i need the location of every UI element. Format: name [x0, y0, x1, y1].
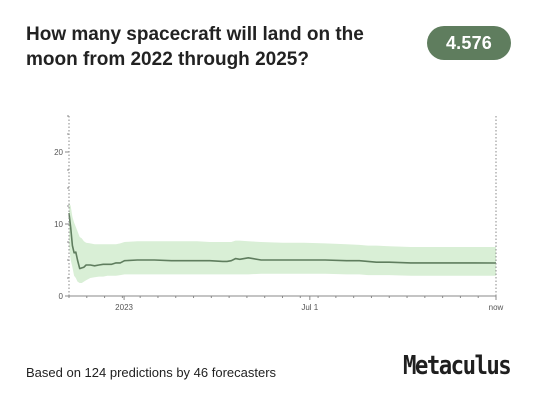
forecast-value-badge: 4.576	[427, 26, 511, 60]
median-line	[68, 213, 497, 270]
y-tick-label: 0	[59, 292, 64, 301]
median-line-layer	[68, 213, 497, 270]
x-tick-label: now	[489, 303, 504, 312]
tick-labels: 0 10 20 2023 Jul 1 now	[54, 148, 503, 312]
axes	[65, 115, 497, 300]
metaculus-logo[interactable]: Metaculus	[403, 351, 512, 381]
predictions-summary: Based on 124 predictions by 46 forecaste…	[26, 365, 277, 380]
confidence-band-layer	[69, 202, 496, 283]
confidence-band	[69, 202, 496, 283]
x-tick-label: Jul 1	[301, 303, 318, 312]
y-tick-label: 10	[54, 220, 63, 229]
question-title[interactable]: How many spacecraft will land on the moo…	[26, 24, 364, 70]
y-tick-label: 20	[54, 148, 63, 157]
forecast-history-chart[interactable]: 0 10 20 2023 Jul 1 now	[0, 100, 536, 320]
x-tick-label: 2023	[115, 303, 133, 312]
